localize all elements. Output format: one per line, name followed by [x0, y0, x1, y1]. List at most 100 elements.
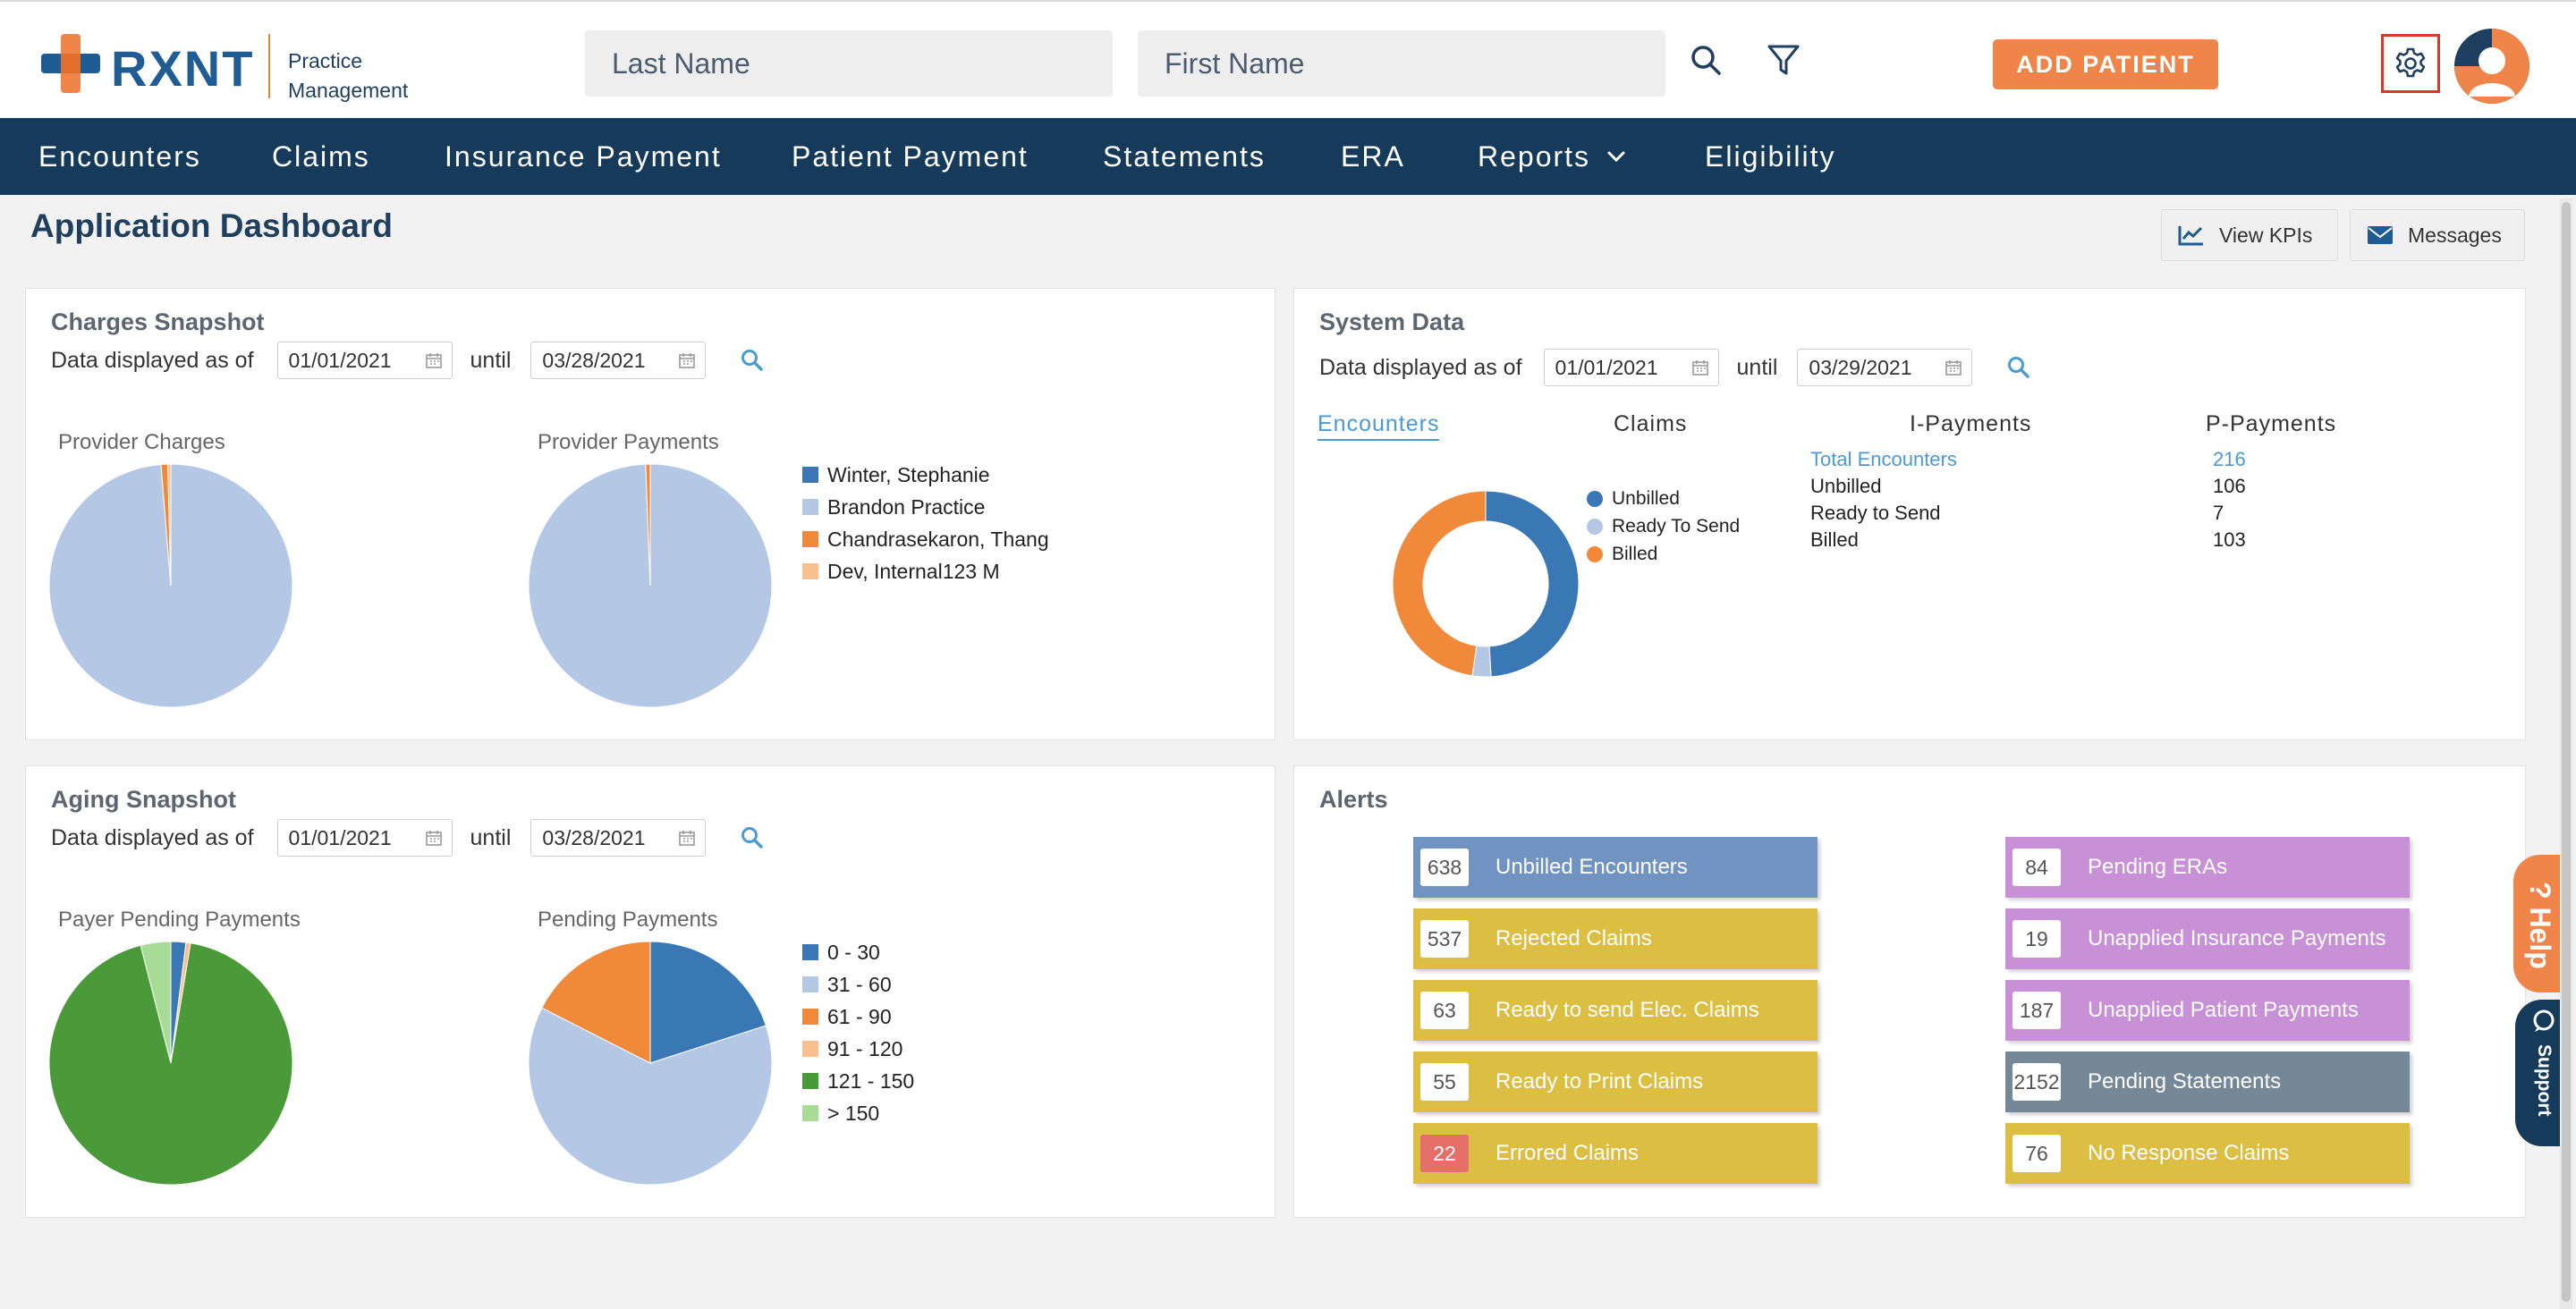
- alert-no-response-claims[interactable]: 76 No Response Claims: [2005, 1123, 2410, 1184]
- legend-item[interactable]: 31 - 60: [802, 968, 981, 1001]
- system-until-label: until: [1736, 354, 1778, 380]
- nav-eligibility[interactable]: Eligibility: [1705, 140, 1836, 173]
- nav-claims[interactable]: Claims: [272, 140, 370, 173]
- provider-charges-label: Provider Charges: [58, 430, 225, 454]
- alert-ready-to-send-elec-claims[interactable]: 63 Ready to send Elec. Claims: [1413, 980, 1818, 1041]
- legend-label: Winter, Stephanie: [827, 462, 990, 486]
- view-kpis-label: View KPIs: [2219, 223, 2313, 247]
- legend-item[interactable]: Dev, Internal123 M: [802, 555, 1071, 587]
- aging-to-date[interactable]: 03/28/2021: [530, 819, 707, 857]
- alert-ready-to-print-claims[interactable]: 55 Ready to Print Claims: [1413, 1051, 1818, 1112]
- alert-pending-statements[interactable]: 2152 Pending Statements: [2005, 1051, 2410, 1112]
- tab-i-payments[interactable]: I-Payments: [1910, 411, 2032, 436]
- tab-encounters[interactable]: Encounters: [1318, 411, 1440, 441]
- last-name-input[interactable]: [585, 30, 1113, 97]
- user-avatar[interactable]: [2454, 29, 2529, 104]
- legend-item[interactable]: 0 - 30: [802, 936, 981, 968]
- pie-slice-chandrasekaron-thang[interactable]: [645, 463, 651, 587]
- aging-legend: 0 - 30 31 - 60 61 - 90 91 - 120 121 - 15…: [802, 936, 981, 1129]
- legend-item[interactable]: 61 - 90: [802, 1001, 981, 1033]
- legend-item[interactable]: Unbilled: [1587, 485, 1740, 512]
- charges-from-date[interactable]: 01/01/2021: [276, 342, 453, 379]
- alert-count: 2152: [2012, 1063, 2061, 1101]
- alert-unbilled-encounters[interactable]: 638 Unbilled Encounters: [1413, 837, 1818, 898]
- stat-label: Billed: [1810, 528, 1859, 551]
- pie-slice-31-60[interactable]: [528, 1007, 773, 1186]
- logo-text: RXNT: [111, 40, 255, 97]
- pie-slice-61-90[interactable]: [541, 941, 651, 1064]
- alert-count: 187: [2012, 992, 2061, 1029]
- charges-search-icon[interactable]: [740, 348, 765, 373]
- legend-item[interactable]: Billed: [1587, 540, 1740, 568]
- nav-patient-payment[interactable]: Patient Payment: [792, 140, 1029, 173]
- legend-swatch: [802, 467, 818, 483]
- nav-encounters[interactable]: Encounters: [38, 140, 201, 173]
- add-patient-button[interactable]: ADD PATIENT: [1993, 39, 2218, 89]
- nav-statements[interactable]: Statements: [1103, 140, 1266, 173]
- alert-label: Errored Claims: [1496, 1141, 1640, 1165]
- alert-unapplied-insurance-payments[interactable]: 19 Unapplied Insurance Payments: [2005, 908, 2410, 969]
- main-nav: Encounters Claims Insurance Payment Pati…: [0, 118, 2576, 195]
- legend-item[interactable]: Winter, Stephanie: [802, 459, 1071, 491]
- tab-claims[interactable]: Claims: [1614, 411, 1688, 436]
- legend-item[interactable]: > 150: [802, 1097, 981, 1129]
- pie-slice-121-150[interactable]: [48, 942, 293, 1186]
- system-to-date[interactable]: 03/29/2021: [1797, 349, 1973, 386]
- alert-label: Rejected Claims: [1496, 926, 1652, 950]
- payer-pending-payments-label: Payer Pending Payments: [58, 908, 301, 932]
- messages-button[interactable]: Messages: [2350, 209, 2525, 261]
- stat-value[interactable]: 216: [2213, 448, 2246, 470]
- page-title: Application Dashboard: [30, 207, 393, 244]
- system-from-date[interactable]: 01/01/2021: [1543, 349, 1719, 386]
- page-scrollbar-thumb[interactable]: [2562, 202, 2571, 1302]
- filter-icon[interactable]: [1764, 41, 1803, 80]
- user-avatar-icon: [2454, 29, 2529, 104]
- charges-snapshot-title: Charges Snapshot: [51, 308, 265, 335]
- settings-button[interactable]: [2381, 34, 2440, 93]
- nav-insurance-payment[interactable]: Insurance Payment: [445, 140, 722, 173]
- pie-slice-billed[interactable]: [1392, 490, 1487, 677]
- chevron-down-icon[interactable]: [1606, 150, 1626, 163]
- alert-pending-eras[interactable]: 84 Pending ERAs: [2005, 837, 2410, 898]
- calendar-icon: [1691, 360, 1708, 376]
- legend-item[interactable]: Chandrasekaron, Thang: [802, 523, 1071, 555]
- alert-count: 19: [2012, 920, 2061, 958]
- nav-reports[interactable]: Reports: [1478, 140, 1591, 173]
- logo-subtitle-line1: Practice: [288, 49, 363, 72]
- charges-to-date[interactable]: 03/28/2021: [530, 342, 707, 379]
- pie-slice-unbilled[interactable]: [1485, 490, 1580, 678]
- alert-label: Unapplied Insurance Payments: [2088, 926, 2386, 950]
- nav-era[interactable]: ERA: [1341, 140, 1405, 173]
- provider-payments-pie: [528, 463, 773, 708]
- search-icon[interactable]: [1687, 41, 1726, 80]
- view-kpis-button[interactable]: View KPIs: [2161, 209, 2338, 261]
- legend-item[interactable]: 121 - 150: [802, 1065, 981, 1097]
- legend-swatch: [802, 563, 818, 579]
- legend-item[interactable]: 91 - 120: [802, 1033, 981, 1065]
- aging-from-date[interactable]: 01/01/2021: [276, 819, 453, 857]
- alert-rejected-claims[interactable]: 537 Rejected Claims: [1413, 908, 1818, 969]
- rxnt-logo[interactable]: RXNT Practice Management: [41, 34, 435, 102]
- pie-slice-0-30[interactable]: [649, 941, 767, 1064]
- aging-snapshot-title: Aging Snapshot: [51, 786, 236, 813]
- encounters-donut: [1392, 490, 1580, 678]
- pie-slice-dev-internal123-m[interactable]: [167, 463, 172, 587]
- tab-p-payments[interactable]: P-Payments: [2206, 411, 2337, 436]
- alert-count: 63: [1420, 992, 1469, 1029]
- alert-errored-claims[interactable]: 22 Errored Claims: [1413, 1123, 1818, 1184]
- legend-item[interactable]: Ready To Send: [1587, 512, 1740, 540]
- alert-label: No Response Claims: [2088, 1141, 2290, 1165]
- pie-slice-150[interactable]: [140, 941, 172, 1064]
- alert-unapplied-patient-payments[interactable]: 187 Unapplied Patient Payments: [2005, 980, 2410, 1041]
- calendar-icon: [425, 353, 442, 368]
- system-search-icon[interactable]: [2006, 355, 2031, 380]
- help-label: ? Help: [2524, 882, 2556, 969]
- aging-search-icon[interactable]: [740, 825, 765, 850]
- calendar-icon: [425, 831, 442, 846]
- stat-label[interactable]: Total Encounters: [1810, 448, 1957, 470]
- encounters-legend: Unbilled Ready To Send Billed: [1587, 485, 1740, 568]
- first-name-input[interactable]: [1138, 30, 1665, 97]
- stat-value: 106: [2213, 475, 2246, 497]
- legend-label: Brandon Practice: [827, 494, 986, 519]
- legend-item[interactable]: Brandon Practice: [802, 491, 1071, 523]
